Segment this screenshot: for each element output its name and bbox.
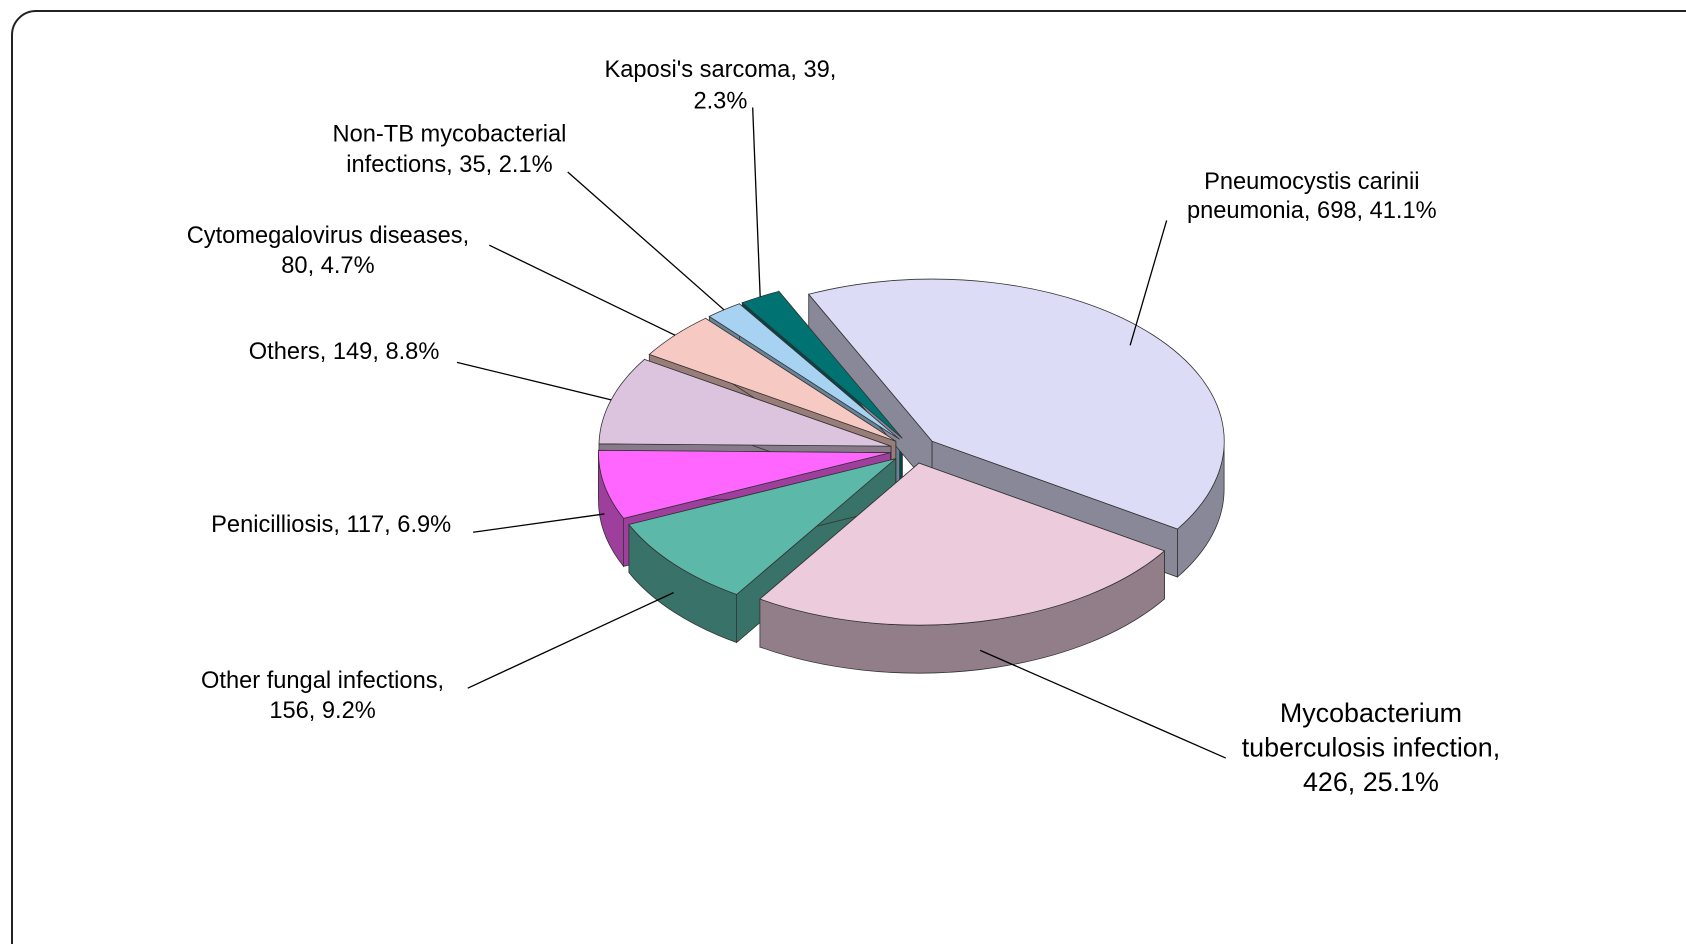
leader-line [488,244,676,336]
leader-line [752,107,761,297]
slice-label: 2.3% [693,88,747,114]
slice-label: infections, 35, 2.1% [346,152,552,178]
leader-line [1129,220,1168,346]
pie-slice [628,458,896,595]
leader-line [456,361,612,401]
slice-label: Cytomegalovirus diseases, [187,223,470,249]
slice-label: Mycobacterium [1280,698,1462,728]
leader-line [473,513,605,533]
slice-label: 426, 25.1% [1303,767,1439,797]
slice-label: 80, 4.7% [281,253,374,279]
slice-label: Pneumocystis carinii [1204,169,1419,195]
slice-label: tuberculosis infection, [1242,733,1500,763]
pie-slice [807,278,1225,530]
leader-line [979,649,1227,759]
slice-label: pneumonia, 698, 41.1% [1187,198,1437,224]
slice-label: Others, 149, 8.8% [249,339,440,365]
pie-slice [759,462,1166,626]
slice-label: Penicilliosis, 117, 6.9% [211,512,451,538]
pie-slice [598,449,891,519]
slice-label: 156, 9.2% [269,698,375,724]
slice-label: Kaposi's sarcoma, 39, [604,57,836,83]
pie-slice [708,303,900,440]
leader-line [567,171,725,311]
leader-line [467,592,674,689]
slice-label: Other fungal infections, [201,668,444,694]
chart-frame [11,10,1686,944]
slice-label: Non-TB mycobacterial [333,122,567,148]
pie-slice [648,317,897,442]
